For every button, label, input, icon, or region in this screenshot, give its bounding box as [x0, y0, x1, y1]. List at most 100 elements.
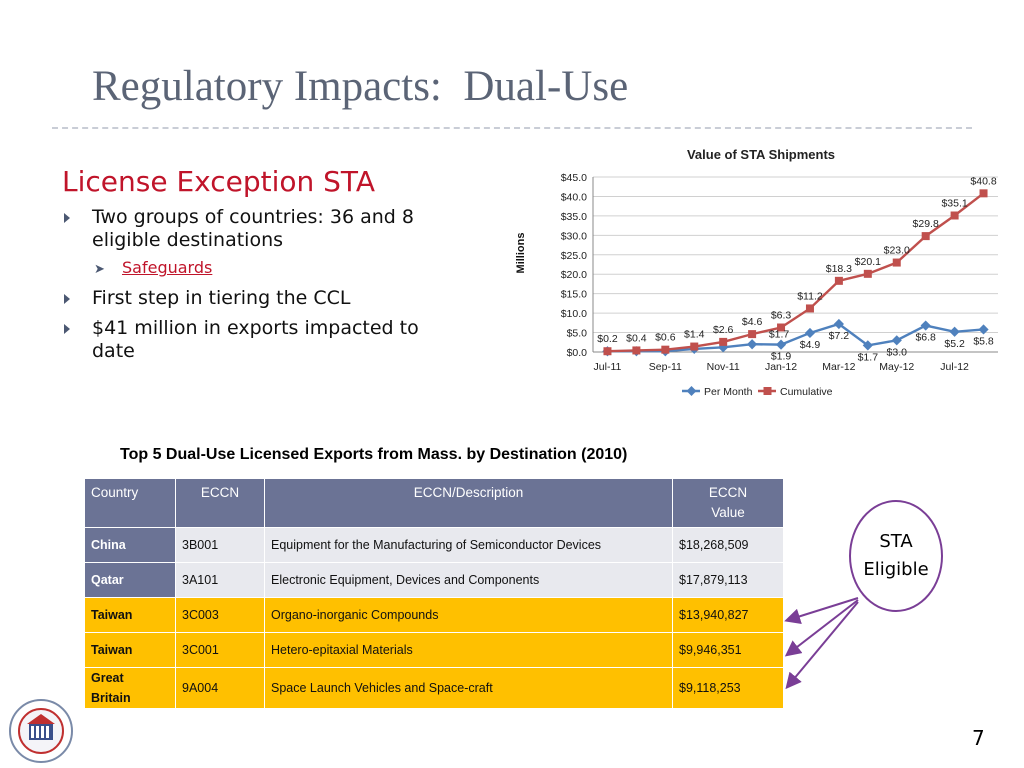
data-label: $11.2: [797, 290, 823, 302]
cell-description: Hetero-epitaxial Materials: [264, 632, 673, 668]
cell-eccn: 3C001: [175, 632, 265, 668]
slide-title: Regulatory Impacts: Dual-Use: [92, 63, 629, 110]
data-label: $1.9: [771, 351, 792, 363]
x-tick-label: Sep-11: [649, 361, 682, 373]
table-row: Qatar 3A101 Electronic Equipment, Device…: [84, 562, 784, 598]
page-number: 7: [972, 726, 985, 750]
y-tick-label: $35.0: [561, 211, 587, 223]
x-tick-label: Nov-11: [707, 361, 740, 373]
data-label: $2.6: [713, 324, 734, 336]
data-label: $3.0: [887, 346, 908, 358]
department-seal-logo: [9, 699, 73, 763]
cell-value: $18,268,509: [672, 527, 784, 563]
cell-country: Great Britain: [84, 667, 176, 709]
callout-arrow: [785, 601, 859, 690]
data-label: $29.8: [913, 218, 939, 230]
y-tick-label: $0.0: [567, 347, 588, 359]
cell-country: Qatar: [84, 562, 176, 598]
bullet-text: Two groups of countries: 36 and 8 eligib…: [92, 206, 414, 251]
cell-description: Organo-inorganic Compounds: [264, 597, 673, 633]
legend-entry: Cumulative: [780, 386, 833, 398]
bullet-item: Two groups of countries: 36 and 8 eligib…: [62, 206, 467, 279]
data-point: [777, 323, 786, 332]
cell-eccn: 3C003: [175, 597, 265, 633]
cell-description: Space Launch Vehicles and Space-craft: [264, 667, 673, 709]
data-point: [748, 330, 757, 339]
table-row: Taiwan 3C001 Hetero-epitaxial Materials …: [84, 632, 784, 668]
data-point: [775, 339, 787, 350]
data-point: [603, 347, 612, 356]
x-tick-label: Jul-12: [940, 361, 969, 373]
callout-arrow: [784, 597, 859, 625]
data-point: [804, 327, 816, 339]
data-label: $6.3: [771, 310, 792, 322]
header-eccn: ECCN: [175, 478, 265, 528]
data-point: [747, 339, 758, 350]
data-point: [719, 337, 728, 346]
legend-marker: [763, 387, 772, 395]
bullet-item: First step in tiering the CCL: [62, 287, 467, 310]
cell-description: Electronic Equipment, Devices and Compon…: [264, 562, 673, 598]
data-label: $4.9: [800, 339, 821, 351]
cell-description: Equipment for the Manufacturing of Semic…: [264, 527, 673, 563]
data-point: [661, 345, 670, 354]
bullet-arrow-icon: [64, 213, 70, 223]
header-value-line2: Value: [711, 505, 745, 520]
data-label: $0.4: [626, 332, 647, 344]
data-point: [833, 318, 844, 330]
data-label: $18.3: [826, 263, 852, 275]
data-point: [805, 304, 814, 313]
title-divider: [52, 127, 972, 129]
x-tick-label: Mar-12: [822, 361, 855, 373]
table-header-row: Country ECCN ECCN/Description ECCN Value: [84, 478, 784, 528]
table-row: Great Britain 9A004 Space Launch Vehicle…: [84, 667, 784, 709]
data-label: $7.2: [829, 330, 850, 342]
y-tick-label: $10.0: [561, 308, 587, 320]
cell-eccn: 9A004: [175, 667, 265, 709]
left-text-block: License Exception STA Two groups of coun…: [62, 165, 467, 370]
data-point: [891, 335, 902, 346]
data-label: $4.6: [742, 316, 763, 328]
data-label: $5.8: [973, 335, 994, 347]
data-label: $5.2: [944, 338, 965, 350]
cell-value: $13,940,827: [672, 597, 784, 633]
y-axis-label: Millions: [515, 233, 527, 274]
chart-title: Value of STA Shipments: [687, 147, 835, 162]
table-row: Taiwan 3C003 Organo-inorganic Compounds …: [84, 597, 784, 633]
data-point: [950, 211, 959, 220]
exports-table: Country ECCN ECCN/Description ECCN Value…: [84, 478, 784, 709]
section-heading: License Exception STA: [62, 165, 376, 198]
data-label: $6.8: [915, 332, 936, 344]
data-label: $1.7: [769, 328, 790, 340]
cell-country: Taiwan: [84, 597, 176, 633]
y-tick-label: $40.0: [561, 191, 587, 203]
data-label: $0.2: [597, 333, 618, 345]
data-point: [921, 232, 930, 241]
x-tick-label: Jul-11: [594, 361, 622, 373]
y-tick-label: $20.0: [561, 269, 587, 281]
y-tick-label: $15.0: [561, 289, 587, 301]
bullet-text: First step in tiering the CCL: [92, 287, 351, 309]
bullet-text: $41 million in exports impacted to date: [92, 317, 419, 362]
table-row: China 3B001 Equipment for the Manufactur…: [84, 527, 784, 563]
safeguards-link[interactable]: Safeguards: [122, 258, 213, 277]
cell-value: $9,946,351: [672, 632, 784, 668]
y-tick-label: $30.0: [561, 230, 587, 242]
y-tick-label: $45.0: [561, 172, 587, 184]
y-tick-label: $5.0: [567, 328, 588, 340]
data-point: [690, 342, 699, 351]
sub-bullet-arrow-icon: ➤: [94, 262, 105, 277]
data-point: [920, 320, 931, 331]
data-label: $23.0: [884, 245, 910, 257]
callout-line2: Eligible: [863, 559, 929, 580]
header-value: ECCN Value: [672, 478, 784, 528]
sub-bullet-item: ➤ Safeguards: [92, 256, 467, 279]
sta-shipments-chart: Value of STA Shipments Millions $0.0 $5.0…: [515, 147, 998, 398]
data-label: $0.6: [655, 332, 676, 344]
cell-country: Taiwan: [84, 632, 176, 668]
data-point: [863, 269, 872, 278]
x-tick-label: Jan-12: [765, 361, 797, 373]
series-line-cumulative: [607, 192, 985, 353]
y-tick-label: $25.0: [561, 250, 587, 262]
bullet-arrow-icon: [64, 294, 70, 304]
